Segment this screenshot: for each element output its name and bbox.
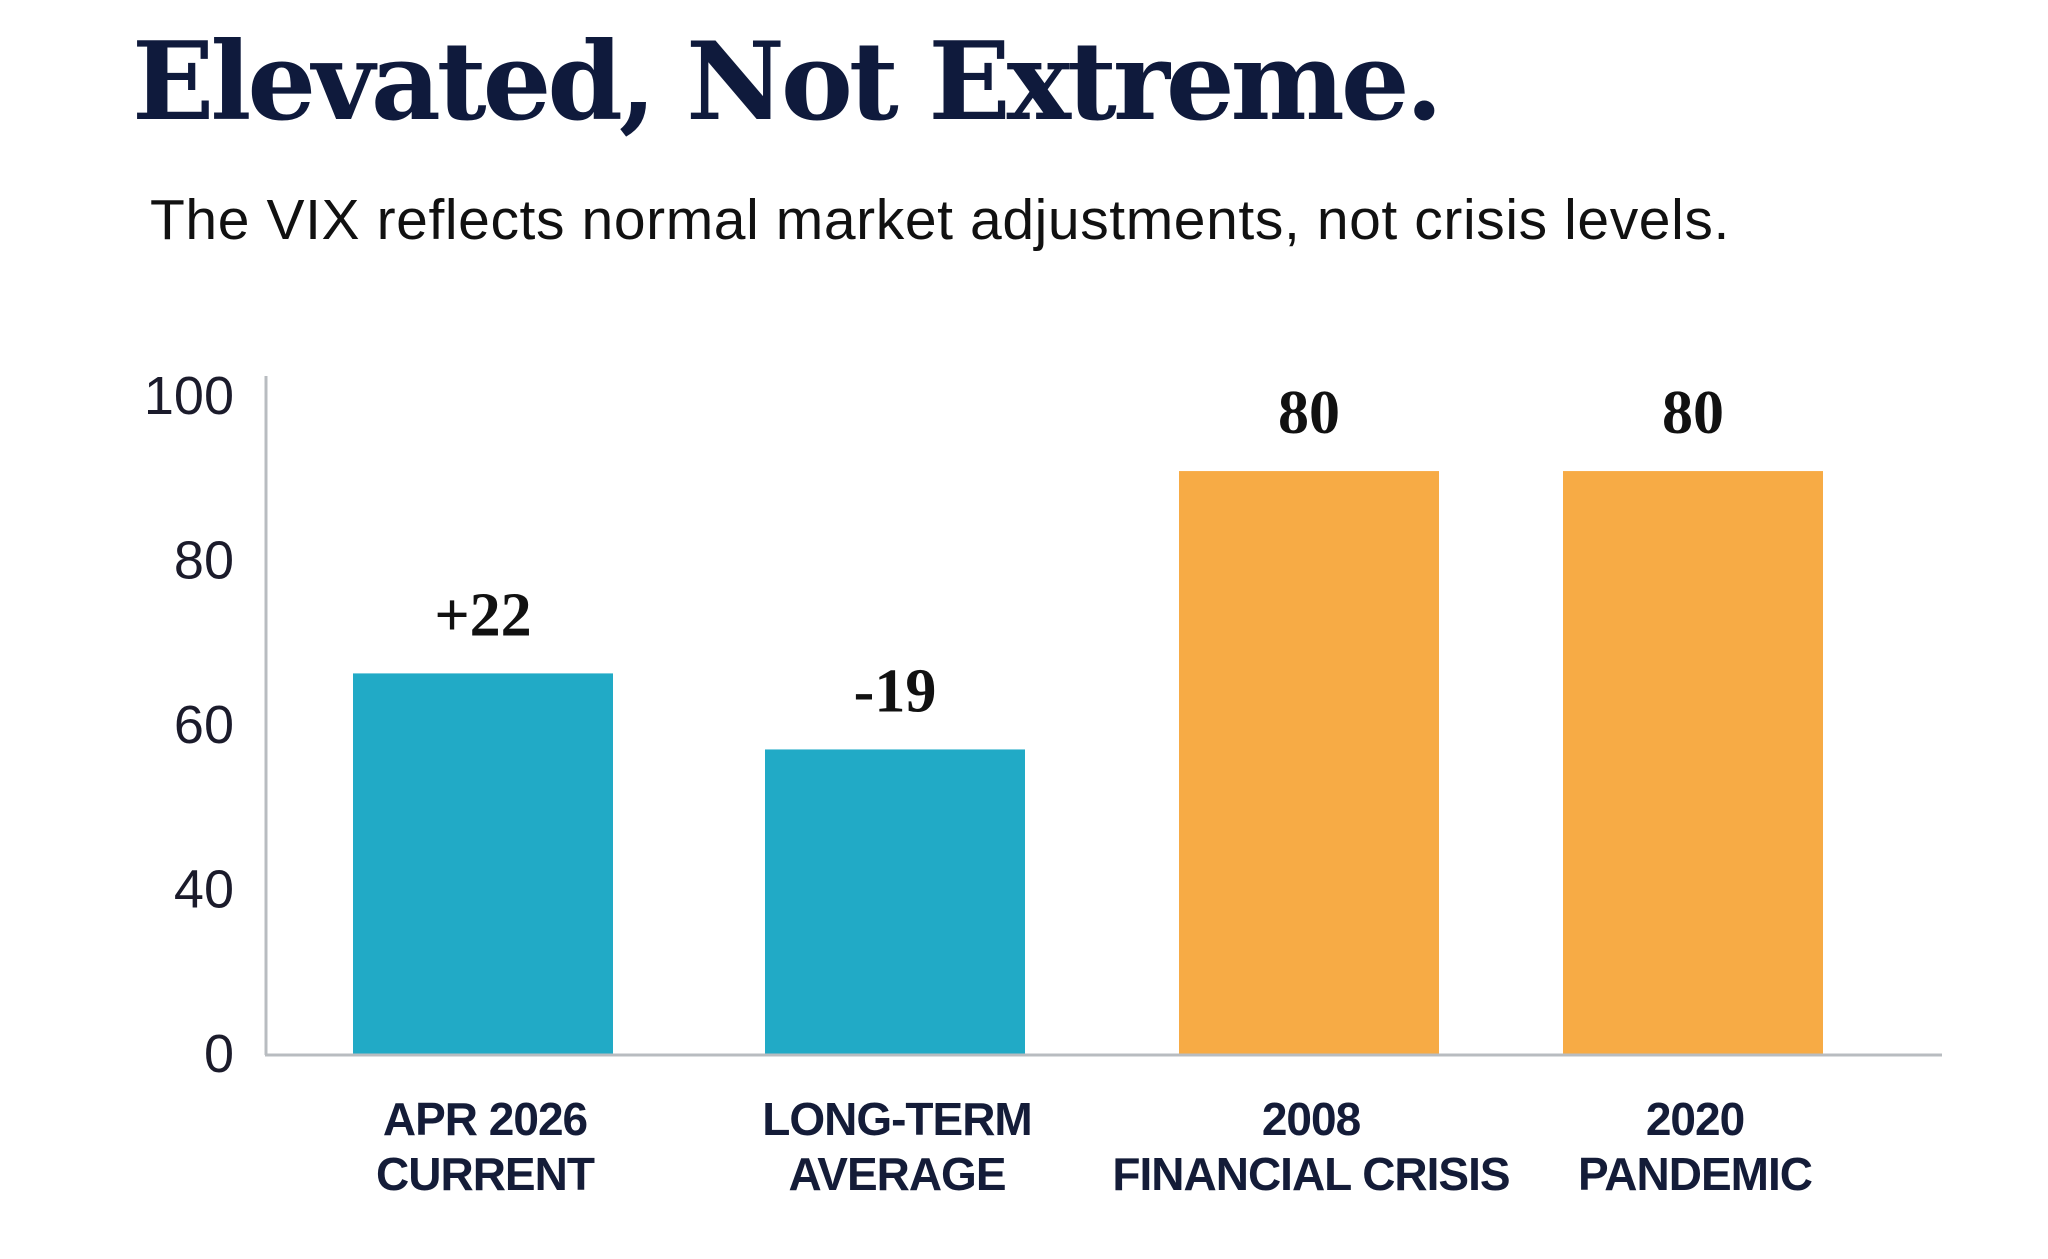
data-labels-group: +22 -19 80 80 bbox=[434, 379, 1724, 725]
category-label: CURRENT bbox=[376, 1148, 595, 1200]
category-label: 2008 bbox=[1262, 1093, 1361, 1145]
chart-subtitle: The VIX reflects normal market adjustmen… bbox=[150, 188, 1730, 252]
y-tick-label: 60 bbox=[174, 695, 234, 755]
y-tick-label: 40 bbox=[174, 860, 234, 920]
y-tick-label: 100 bbox=[144, 366, 234, 426]
bar bbox=[353, 673, 613, 1055]
data-label: +22 bbox=[434, 581, 531, 649]
bar bbox=[1563, 471, 1823, 1055]
data-label: 80 bbox=[1662, 379, 1724, 447]
data-label: 80 bbox=[1278, 379, 1340, 447]
bars-group bbox=[353, 471, 1823, 1055]
category-label: FINANCIAL CRISIS bbox=[1112, 1148, 1509, 1200]
y-axis-ticks: 100 80 60 40 0 bbox=[144, 366, 234, 1084]
category-label: LONG-TERM bbox=[762, 1093, 1032, 1145]
category-label: PANDEMIC bbox=[1578, 1148, 1812, 1200]
chart-title: Elevated, Not Extreme. bbox=[132, 19, 1443, 145]
category-label: 2020 bbox=[1646, 1093, 1744, 1145]
category-label: AVERAGE bbox=[788, 1148, 1005, 1200]
bar bbox=[1179, 471, 1439, 1055]
y-tick-label: 0 bbox=[204, 1024, 234, 1084]
data-label: -19 bbox=[854, 657, 937, 725]
category-label: APR 2026 bbox=[383, 1093, 587, 1145]
bar bbox=[765, 749, 1025, 1055]
y-tick-label: 80 bbox=[174, 531, 234, 591]
